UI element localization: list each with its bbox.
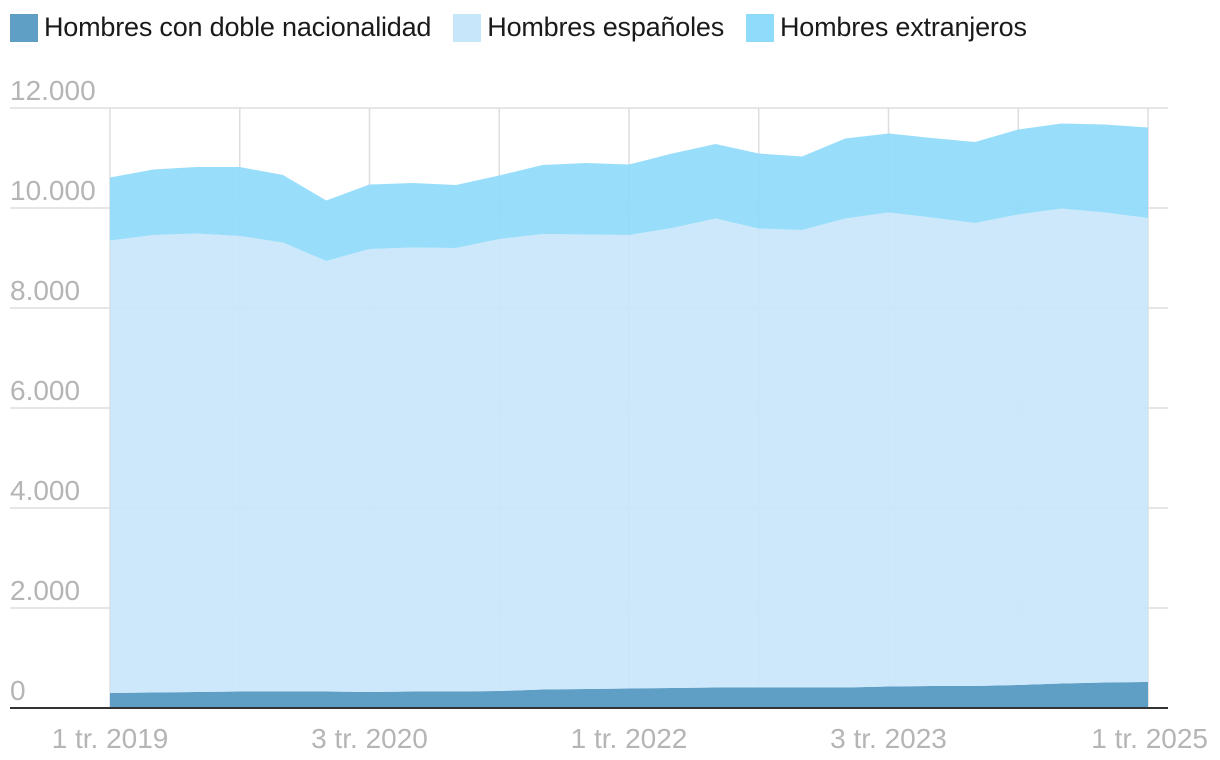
legend-label-espanoles: Hombres españoles <box>487 12 724 42</box>
y-tick-label-6: 12.000 <box>10 75 96 106</box>
legend-swatch-doble-nacionalidad <box>10 13 38 42</box>
y-tick-label-5: 10.000 <box>10 175 96 206</box>
y-tick-label-2: 4.000 <box>10 475 80 506</box>
legend-item-doble-nacionalidad: Hombres con doble nacionalidad <box>10 12 431 43</box>
legend-label-doble-nacionalidad: Hombres con doble nacionalidad <box>44 12 432 42</box>
legend-swatch-espanoles <box>453 13 482 42</box>
legend: Hombres con doble nacionalidad Hombres e… <box>10 12 1027 43</box>
area-espanoles <box>110 208 1148 693</box>
area-extranjeros <box>110 123 1148 261</box>
x-tick-label-0: 1 tr. 2019 <box>52 723 169 754</box>
x-tick-label-2: 1 tr. 2022 <box>571 723 688 754</box>
y-tick-label-0: 0 <box>10 675 26 706</box>
x-tick-label-4: 1 tr. 2025 <box>1091 723 1208 754</box>
y-tick-label-3: 6.000 <box>10 375 80 406</box>
label-layer: 0 2.000 4.000 6.000 8.000 10.000 12.000 1 tr. 2… <box>10 75 1208 754</box>
y-tick-label-4: 8.000 <box>10 275 80 306</box>
legend-item-extranjeros: Hombres extranjeros <box>746 12 1027 43</box>
legend-label-extranjeros: Hombres extranjeros <box>780 12 1027 42</box>
x-tick-label-1: 3 tr. 2020 <box>311 723 428 754</box>
legend-swatch-extranjeros <box>746 13 774 42</box>
y-tick-label-1: 2.000 <box>10 575 80 606</box>
legend-item-espanoles: Hombres españoles <box>453 12 724 43</box>
area-doble-nacionalidad <box>110 682 1148 708</box>
x-tick-label-3: 3 tr. 2023 <box>830 723 947 754</box>
area-layer <box>110 123 1148 708</box>
